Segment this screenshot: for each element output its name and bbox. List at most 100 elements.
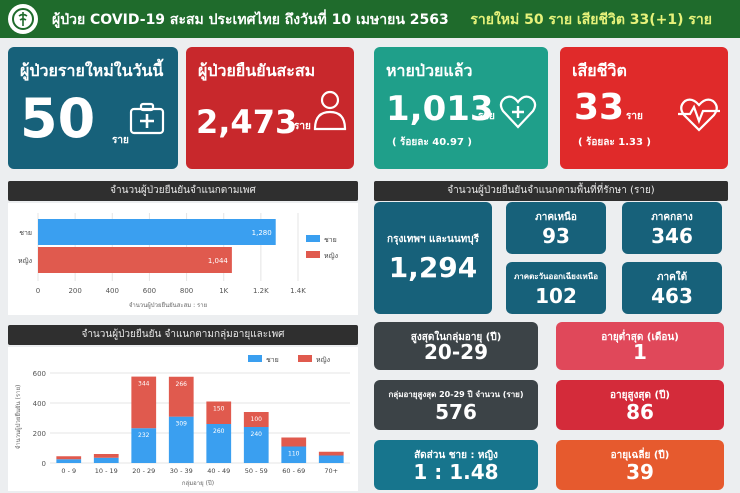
bar-segment [56, 456, 82, 460]
cumulative-label: ผู้ป่วยยืนยันสะสม [198, 61, 316, 80]
recovered-card: หายป่วยแล้ว 1,013 ราย ( ร้อยละ 40.97 ) [374, 47, 548, 169]
stat-label: อายุต่ำสุด (เดือน) [601, 332, 679, 343]
bar-segment [243, 412, 269, 427]
bar [38, 219, 276, 245]
bar-segment [318, 455, 344, 463]
new-cases-card: ผู้ป่วยรายใหม่ในวันนี้ 50 ราย [8, 47, 178, 169]
stat-value: 1 : 1.48 [413, 460, 499, 484]
stat-label: กลุ่มอายุสูงสุด 20-29 ปี จำนวน (ราย) [388, 390, 524, 399]
x-tick-label: 60 - 69 [282, 467, 305, 475]
stat-peak-age-group: สูงสุดในกลุ่มอายุ (ปี) 20-29 [374, 322, 538, 370]
bar-segment [281, 446, 307, 463]
y-tick-label: ชาย [19, 229, 32, 237]
bar-segment [131, 428, 157, 463]
stat-mean-age: อายุเฉลี่ย (ปี) 39 [556, 440, 724, 490]
legend-swatch [248, 355, 262, 362]
sex-bar-chart: 0 200 400 600 800 1K 1.2K 1.4K ชาย 1,280 หญิง 1,044… [8, 203, 358, 315]
bar-segment [93, 454, 119, 458]
bar [38, 247, 232, 273]
data-label: 266 [176, 381, 188, 388]
deaths-percent: ( ร้อยละ 1.33 ) [578, 137, 651, 148]
region-section-header: จำนวนผู้ป่วยยืนยันจำแนกตามพื้นที่ที่รักษ… [374, 181, 728, 201]
recovered-unit: ราย [478, 111, 495, 122]
new-cases-label: ผู้ป่วยรายใหม่ในวันนี้ [20, 61, 164, 80]
data-label: 1,280 [252, 229, 272, 237]
cumulative-value: 2,473 [196, 103, 298, 141]
region-tile-bangkok: กรุงเทพฯ และนนทบุรี 1,294 [374, 202, 492, 314]
deaths-label: เสียชีวิต [572, 61, 627, 80]
page-title: ผู้ป่วย COVID-19 สะสม ประเทศไทย ถึงวันที… [52, 12, 449, 28]
y-tick-label: 400 [33, 400, 46, 408]
data-label: 240 [251, 431, 263, 438]
region-tile-central: ภาคกลาง 346 [622, 202, 722, 254]
y-tick-label: 600 [33, 370, 46, 378]
x-tick-label: 600 [143, 287, 156, 295]
person-icon [313, 90, 347, 131]
region-value: 1,294 [388, 251, 478, 284]
x-axis-title: กลุ่มอายุ (ปี) [182, 479, 214, 487]
y-tick-label: 0 [42, 460, 46, 468]
bar-segment [93, 457, 119, 463]
stat-value: 576 [435, 400, 477, 424]
stat-min-age: อายุต่ำสุด (เดือน) 1 [556, 322, 724, 370]
recovered-value: 1,013 [386, 89, 494, 129]
x-axis-title: จำนวนผู้ป่วยยืนยันสะสม : ราย [129, 301, 207, 309]
data-label: 100 [251, 416, 263, 423]
bar-segment [243, 427, 269, 463]
deaths-value: 33 [574, 87, 625, 128]
bar-segment [168, 376, 194, 417]
legend-swatch [306, 235, 320, 242]
stat-label: อายุสูงสุด (ปี) [609, 390, 671, 401]
x-tick-label: 40 - 49 [207, 467, 230, 475]
stat-max-age: อายุสูงสุด (ปี) 86 [556, 380, 724, 430]
region-label: ภาคตะวันออกเฉียงเหนือ [513, 272, 599, 281]
region-label: ภาคกลาง [651, 212, 693, 223]
recovered-label: หายป่วยแล้ว [386, 61, 473, 80]
x-tick-label: 800 [180, 287, 193, 295]
legend-label: หญิง [316, 356, 330, 364]
recovered-percent: ( ร้อยละ 40.97 ) [392, 137, 472, 148]
sex-section-header: จำนวนผู้ป่วยยืนยันจำแนกตามเพศ [8, 181, 358, 201]
region-tile-north: ภาคเหนือ 93 [506, 202, 606, 254]
legend-label: หญิง [324, 252, 338, 260]
stat-label: สัดส่วน ชาย : หญิง [414, 450, 498, 461]
bar-segment [56, 459, 82, 463]
data-label: 344 [138, 381, 150, 388]
stat-label: อายุเฉลี่ย (ปี) [610, 450, 670, 461]
cumulative-cases-card: ผู้ป่วยยืนยันสะสม 2,473 ราย [186, 47, 354, 169]
cumulative-unit: ราย [294, 121, 311, 132]
x-tick-label: 1K [219, 287, 228, 295]
region-label: กรุงเทพฯ และนนทบุรี [387, 234, 479, 245]
deaths-unit: ราย [626, 111, 643, 122]
stat-value: 86 [626, 400, 654, 424]
data-label: 309 [176, 421, 188, 428]
bar-segment [168, 416, 194, 463]
x-tick-label: 1.4K [290, 287, 306, 295]
bar-segment [318, 451, 344, 456]
legend-label: ชาย [324, 236, 337, 244]
x-tick-label: 200 [68, 287, 81, 295]
bar-segment [206, 401, 232, 424]
new-cases-value: 50 [20, 87, 96, 150]
legend-label: ชาย [266, 356, 279, 364]
y-tick-label: หญิง [18, 257, 32, 265]
data-label: 110 [288, 451, 300, 458]
data-label: 232 [138, 432, 150, 439]
y-tick-label: 200 [33, 430, 46, 438]
region-value: 346 [651, 224, 693, 248]
age-stacked-bar-chart: 0 200 400 600 จำนวนผู้ป่วยยืนยัน (ราย) 0 - 9 1… [8, 347, 358, 491]
stat-value: 1 [633, 340, 647, 364]
region-value: 102 [535, 284, 577, 308]
heart-cross-icon [499, 95, 537, 129]
legend-swatch [306, 251, 320, 258]
bar-segment [281, 437, 307, 447]
stat-value: 20-29 [424, 340, 488, 364]
region-value: 463 [651, 284, 693, 308]
x-tick-label: 0 [36, 287, 40, 295]
deaths-card: เสียชีวิต 33 ราย ( ร้อยละ 1.33 ) [560, 47, 728, 169]
emblem-icon [12, 8, 34, 30]
legend-swatch [298, 355, 312, 362]
new-cases-unit: ราย [112, 135, 129, 146]
region-label: ภาคเหนือ [535, 212, 577, 223]
x-tick-label: 50 - 59 [245, 467, 268, 475]
